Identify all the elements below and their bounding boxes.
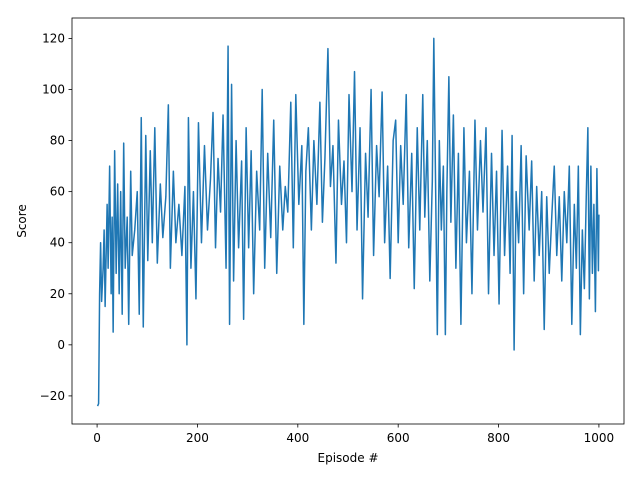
x-tick-label: 0 — [93, 431, 101, 445]
x-tick-label: 600 — [387, 431, 410, 445]
y-axis-ticks: −20 0 20 40 60 80 100 120 — [40, 31, 72, 403]
plot-frame — [71, 17, 625, 425]
y-tick-label: 120 — [42, 31, 65, 45]
series-group — [96, 37, 600, 407]
x-tick-label: 1000 — [584, 431, 615, 445]
y-tick-label: 0 — [57, 338, 65, 352]
x-tick-label: 400 — [286, 431, 309, 445]
y-tick-label: 80 — [50, 134, 65, 148]
x-axis-label: Episode # — [318, 451, 379, 465]
y-tick-label: 100 — [42, 82, 65, 96]
y-tick-label: 20 — [50, 287, 65, 301]
x-tick-label: 800 — [487, 431, 510, 445]
y-tick-label: −20 — [40, 389, 65, 403]
x-tick-label: 200 — [186, 431, 209, 445]
y-tick-label: 40 — [50, 236, 65, 250]
y-axis-label: Score — [15, 204, 29, 238]
score-series-line — [96, 37, 600, 407]
y-tick-label: 60 — [50, 185, 65, 199]
x-axis-ticks: 0 200 400 600 800 1000 — [93, 424, 614, 445]
